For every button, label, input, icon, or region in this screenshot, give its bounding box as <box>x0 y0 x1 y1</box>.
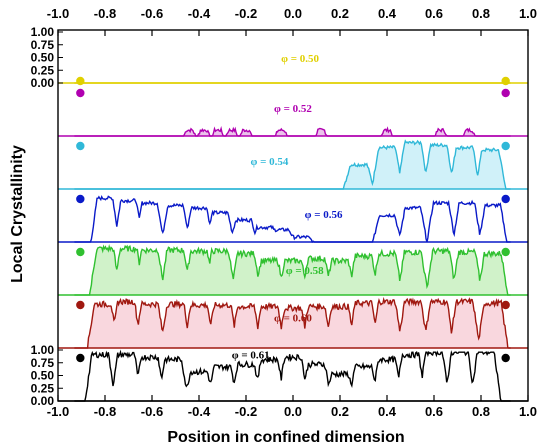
x-tick-label-top: -1.0 <box>47 6 69 21</box>
y-tick-label-top: 0.25 <box>31 63 55 77</box>
x-tick-label-top: 0.8 <box>472 6 490 21</box>
panel-6: φ = 0.60 <box>58 296 528 349</box>
series-line-5 <box>74 244 511 296</box>
phi-label-4: φ = 0.56 <box>305 209 343 221</box>
axes-layer: -1.0 -1.0 -0.8 -0.8 -0.6 -0.6 -0.4 -0.4 -0.2 -0.2… <box>31 6 537 419</box>
series-line-4 <box>74 194 511 244</box>
y-tick-label-top: 0.75 <box>31 38 55 52</box>
phi-label-6: φ = 0.60 <box>274 313 312 325</box>
marker-left-7 <box>76 353 85 363</box>
x-tick-label-bottom: 0.2 <box>331 404 349 419</box>
x-tick-label-top: 1.0 <box>519 6 537 21</box>
marker-right-2 <box>501 88 510 98</box>
marker-right-3 <box>501 141 510 151</box>
panel-3: φ = 0.54 <box>58 139 528 190</box>
series-fill-5 <box>74 246 512 295</box>
x-tick-label-bottom: 0.0 <box>284 404 302 419</box>
series-line-7 <box>74 349 511 402</box>
marker-left-5 <box>76 247 85 257</box>
phi-label-2: φ = 0.52 <box>274 103 312 115</box>
phi-label-3: φ = 0.54 <box>251 156 289 168</box>
x-tick-label-top: 0.4 <box>378 6 397 21</box>
x-tick-label-bottom: 0.6 <box>425 404 443 419</box>
y-tick-label-top: 0.00 <box>31 76 55 90</box>
x-tick-label-top: -0.2 <box>235 6 257 21</box>
series-fill-3 <box>74 141 512 189</box>
panel-5: φ = 0.58 <box>58 244 528 296</box>
phi-label-7: φ = 0.61 <box>232 350 270 362</box>
x-axis-title: Position in confined dimension <box>167 429 404 446</box>
marker-right-6 <box>501 300 510 310</box>
x-tick-label-top: 0.2 <box>331 6 349 21</box>
x-tick-label-bottom: 0.8 <box>472 404 490 419</box>
y-tick-label-bottom: 0.25 <box>31 381 55 395</box>
marker-left-4 <box>76 194 85 204</box>
series-fill-6 <box>74 299 512 348</box>
marker-left-3 <box>76 141 85 151</box>
x-tick-label-top: -0.8 <box>94 6 116 21</box>
marker-right-7 <box>501 353 510 363</box>
x-tick-label-top: 0.6 <box>425 6 443 21</box>
marker-right-5 <box>501 247 510 257</box>
y-tick-label-bottom: 0.00 <box>31 394 55 408</box>
panel-4: φ = 0.56 <box>58 194 528 244</box>
y-tick-label-bottom: 0.50 <box>31 369 55 383</box>
marker-left-1 <box>76 76 85 86</box>
series-line-6 <box>74 296 511 349</box>
y-tick-label-top: 0.50 <box>31 51 55 65</box>
x-tick-label-bottom: 1.0 <box>519 404 537 419</box>
panel-1: φ = 0.50 <box>58 53 528 86</box>
x-tick-label-top: 0.0 <box>284 6 302 21</box>
y-tick-label-bottom: 0.75 <box>31 356 55 370</box>
marker-right-4 <box>501 194 510 204</box>
x-tick-label-top: -0.4 <box>188 6 211 21</box>
marker-left-6 <box>76 300 85 310</box>
x-tick-label-bottom: -1.0 <box>47 404 69 419</box>
x-tick-label-bottom: -0.8 <box>94 404 116 419</box>
x-tick-label-bottom: -0.4 <box>188 404 211 419</box>
x-tick-label-bottom: -0.2 <box>235 404 257 419</box>
x-tick-label-top: -0.6 <box>141 6 163 21</box>
phi-label-1: φ = 0.50 <box>281 53 319 65</box>
y-tick-label-bottom: 1.00 <box>31 343 55 357</box>
marker-left-2 <box>76 88 85 98</box>
y-axis-title: Local Crystallinity <box>9 145 26 283</box>
phi-label-5: φ = 0.58 <box>286 265 324 277</box>
x-tick-label-bottom: 0.4 <box>378 404 397 419</box>
marker-right-1 <box>501 76 510 86</box>
y-tick-label-top: 1.00 <box>31 25 55 39</box>
x-tick-label-bottom: -0.6 <box>141 404 163 419</box>
panel-2: φ = 0.52 <box>58 88 528 137</box>
